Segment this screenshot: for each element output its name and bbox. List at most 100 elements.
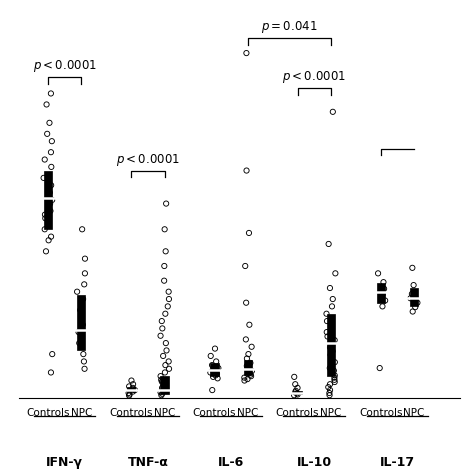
Point: [47, 163, 55, 171]
Bar: [327, 314, 335, 376]
Point: [208, 361, 216, 369]
Point: [326, 284, 334, 292]
Point: [165, 295, 173, 303]
Point: [162, 247, 169, 255]
Point: [42, 247, 50, 255]
Point: [210, 366, 218, 374]
Point: [331, 358, 338, 366]
Point: [242, 299, 250, 307]
Text: $p < 0.0001$: $p < 0.0001$: [116, 152, 180, 168]
Point: [248, 343, 255, 351]
Point: [126, 391, 133, 398]
Point: [291, 392, 298, 399]
Point: [81, 281, 88, 288]
Point: [245, 229, 253, 237]
Text: IL-10: IL-10: [297, 456, 332, 469]
Point: [48, 196, 56, 204]
Point: [73, 288, 81, 295]
Point: [326, 386, 334, 394]
Point: [157, 389, 164, 396]
Point: [129, 388, 137, 395]
Point: [329, 347, 337, 355]
Point: [331, 337, 338, 344]
Point: [325, 383, 332, 391]
Point: [323, 317, 331, 325]
Point: [46, 119, 53, 127]
Point: [380, 278, 387, 286]
Point: [157, 373, 164, 380]
Point: [162, 385, 169, 393]
Point: [158, 390, 166, 398]
Point: [157, 332, 164, 339]
Text: IL-6: IL-6: [218, 456, 244, 469]
Point: [78, 314, 85, 321]
Point: [165, 288, 173, 295]
Text: $p = 0.041$: $p = 0.041$: [261, 19, 318, 36]
Point: [382, 297, 389, 304]
Bar: [44, 171, 52, 229]
Point: [129, 381, 137, 388]
Point: [131, 386, 139, 394]
Bar: [244, 360, 252, 375]
Point: [210, 367, 217, 375]
Point: [241, 377, 248, 384]
Point: [212, 358, 220, 365]
Point: [207, 352, 215, 360]
Point: [158, 325, 166, 332]
Point: [48, 137, 55, 145]
Point: [243, 355, 251, 362]
Point: [243, 49, 250, 57]
Point: [380, 285, 388, 292]
Bar: [77, 295, 85, 350]
Point: [157, 392, 165, 399]
Point: [79, 321, 87, 328]
Point: [160, 277, 168, 284]
Point: [78, 226, 86, 233]
Bar: [210, 363, 219, 376]
Point: [328, 361, 335, 369]
Point: [159, 352, 167, 360]
Point: [331, 372, 338, 379]
Point: [129, 384, 137, 392]
Point: [44, 130, 51, 137]
Point: [47, 182, 55, 189]
Point: [162, 310, 169, 318]
Point: [162, 339, 170, 347]
Point: [291, 373, 298, 381]
Point: [243, 167, 250, 174]
Point: [326, 364, 334, 372]
Point: [158, 384, 166, 392]
Point: [328, 355, 336, 362]
Point: [158, 378, 165, 385]
Point: [328, 323, 336, 330]
Point: [215, 364, 222, 372]
Point: [331, 374, 338, 382]
Point: [246, 321, 253, 328]
Point: [161, 380, 168, 387]
Point: [81, 270, 89, 277]
Point: [329, 295, 337, 303]
Point: [213, 370, 221, 378]
Point: [41, 211, 49, 219]
Point: [79, 295, 87, 303]
Point: [328, 302, 336, 310]
Point: [47, 90, 55, 97]
Point: [327, 340, 335, 347]
Point: [47, 148, 55, 156]
Bar: [127, 387, 136, 392]
Point: [379, 302, 386, 310]
Point: [410, 281, 418, 289]
Point: [292, 387, 300, 395]
Point: [329, 108, 337, 116]
Point: [125, 389, 132, 397]
Point: [246, 365, 253, 373]
Point: [45, 222, 52, 229]
Point: [165, 365, 173, 373]
Point: [40, 174, 47, 182]
Point: [241, 262, 249, 270]
Point: [331, 376, 338, 383]
Bar: [410, 288, 418, 306]
Point: [414, 299, 421, 307]
Point: [81, 365, 88, 373]
Point: [407, 294, 414, 302]
